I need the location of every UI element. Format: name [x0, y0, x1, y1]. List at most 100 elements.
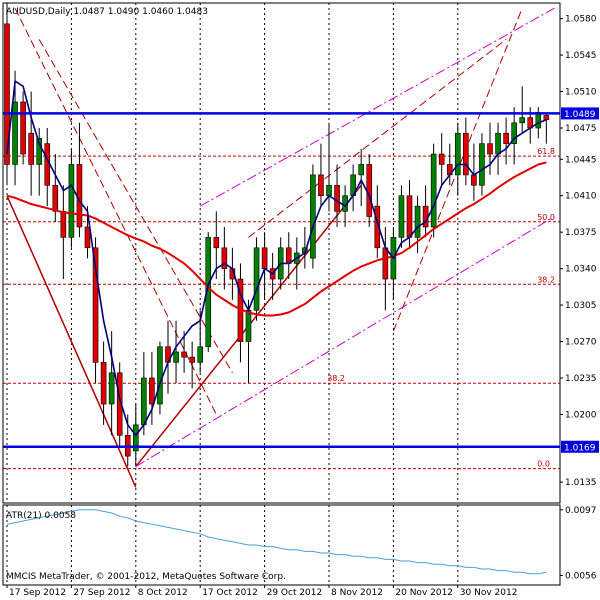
atr-tick-label: 0.0056: [565, 571, 597, 581]
candle-body: [253, 247, 260, 311]
date-tick-label: 29 Oct 2012: [267, 588, 323, 598]
candle-body: [511, 122, 517, 144]
fib-level-label: 50.0: [537, 213, 555, 222]
candle-body: [52, 184, 59, 212]
price-tick-label: 1.0135: [565, 478, 597, 488]
price-tick-label: 1.0475: [565, 124, 597, 134]
candle-body: [261, 247, 268, 269]
candle-body: [245, 309, 252, 342]
candle-body: [543, 115, 550, 120]
candle: [479, 133, 485, 196]
candle: [205, 232, 212, 352]
candle-body: [149, 377, 155, 405]
trend-line: [6, 195, 137, 488]
candle: [36, 128, 43, 196]
candle-body: [463, 132, 469, 176]
price-tick-label: 1.0510: [565, 88, 597, 98]
candle-body: [108, 372, 115, 405]
candle-body: [479, 143, 485, 186]
level-price-label: 1.0169: [564, 443, 596, 453]
candle: [4, 3, 10, 186]
price-tick-label: 1.0270: [565, 338, 597, 348]
candle-body: [318, 174, 324, 197]
candle: [116, 362, 123, 446]
candle: [28, 91, 34, 196]
candle: [454, 122, 461, 196]
price-tick-label: 1.0340: [565, 265, 597, 275]
candle-body: [189, 356, 195, 363]
candle-body: [36, 138, 43, 165]
price-tick-label: 1.0375: [565, 228, 597, 238]
candle: [100, 341, 107, 425]
candle: [414, 195, 421, 253]
date-tick-label: 8 Nov 2012: [331, 588, 383, 598]
candle-body: [398, 195, 405, 238]
ma-fast-line: [6, 79, 547, 437]
candle: [487, 122, 493, 175]
ma-slow-line: [6, 161, 547, 317]
candle: [189, 341, 195, 389]
atr-line: [6, 509, 547, 575]
price-tick-label: 1.0235: [565, 374, 597, 384]
candle: [430, 143, 437, 238]
candle-body: [20, 101, 26, 155]
candle-body: [197, 346, 203, 363]
candle-body: [157, 346, 163, 405]
date-tick-label: 8 Oct 2012: [138, 588, 188, 598]
fib-level-label: 61.8: [537, 147, 555, 156]
candle: [310, 164, 316, 269]
candle-body: [205, 237, 212, 348]
atr-label: ATR(21) 0.0058: [6, 511, 76, 521]
candle: [503, 117, 509, 165]
candle: [68, 148, 75, 248]
trend-line: [248, 39, 507, 238]
candle: [463, 117, 469, 186]
candle-body: [84, 226, 91, 249]
candle-body: [471, 174, 477, 186]
candle-body: [100, 362, 107, 405]
candle-body: [28, 132, 34, 165]
price-axis: 1.0580 1.0545 1.0510 1.0475 1.0445 1.0410 1.03…: [560, 15, 597, 488]
date-tick-label: 17 Oct 2012: [202, 588, 258, 598]
candle: [253, 237, 260, 321]
candle-body: [221, 247, 228, 269]
candle: [511, 107, 517, 165]
candle-body: [454, 132, 461, 176]
level-price-box: [561, 440, 599, 453]
candle-body: [12, 101, 18, 165]
fib-level-label: 38.2: [327, 374, 345, 383]
level-price-label: 1.0489: [564, 110, 596, 120]
candle-body: [414, 205, 421, 238]
trend-line: [135, 216, 555, 467]
candle-body: [92, 247, 99, 363]
trend-line: [199, 7, 555, 207]
candle-body: [60, 211, 67, 238]
candle-body: [487, 143, 493, 155]
symbol-header: AUDUSD,Daily 1.0487 1.0490 1.0460 1.0483: [6, 7, 208, 17]
atr-tick-label: 0.0097: [565, 506, 597, 516]
candle-body: [406, 195, 413, 238]
candle-body: [382, 247, 389, 280]
price-tick-label: 1.0200: [565, 410, 597, 420]
candle: [20, 91, 26, 165]
candle: [149, 351, 155, 425]
candle: [438, 133, 445, 186]
candle-body: [430, 153, 437, 228]
candle-body: [141, 377, 147, 426]
candle-body: [285, 247, 292, 264]
candle: [221, 226, 228, 290]
date-tick-label: 17 Sep 2012: [9, 588, 66, 598]
candle-body: [503, 132, 509, 144]
fib-level-label: 38.2: [537, 275, 555, 284]
price-tick-label: 1.0410: [565, 192, 597, 202]
candle-body: [133, 424, 139, 452]
date-tick-label: 20 Nov 2012: [395, 588, 453, 598]
candle-body: [374, 205, 381, 249]
candle: [173, 320, 179, 384]
candle: [108, 331, 115, 436]
candle: [519, 86, 526, 134]
candle-body: [438, 153, 445, 165]
price-tick-label: 1.0545: [565, 51, 597, 61]
candle: [181, 331, 187, 373]
